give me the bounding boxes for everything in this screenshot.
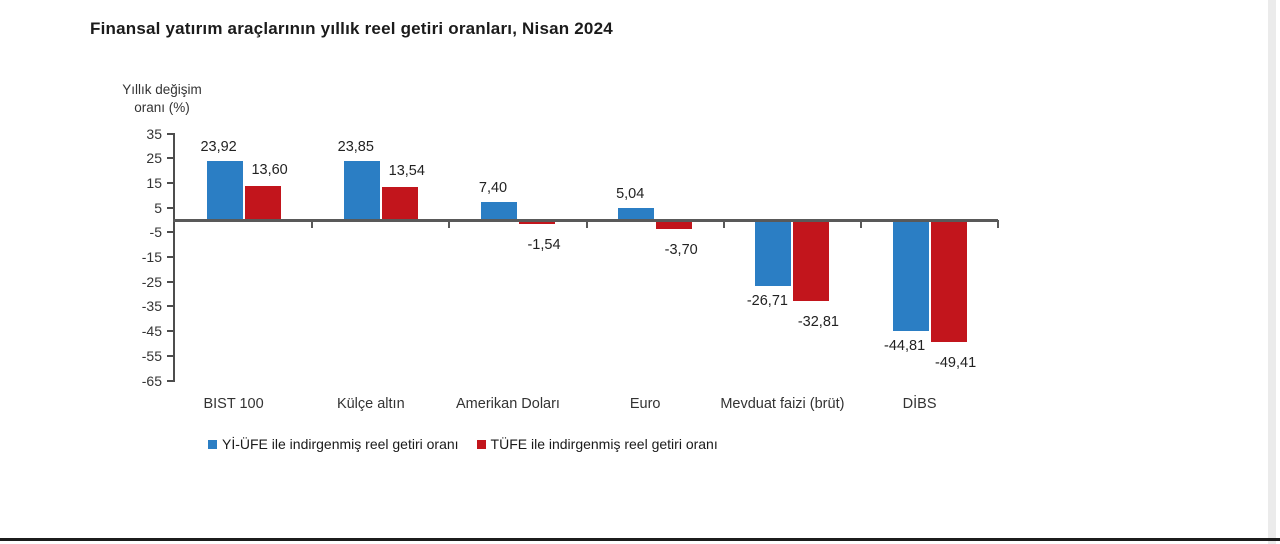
y-axis-tick: [167, 354, 175, 357]
right-edge-border: [1268, 0, 1276, 544]
zero-line: [173, 218, 999, 222]
x-axis-category-label: Euro: [629, 396, 661, 412]
bar-tufe-3: [519, 220, 555, 224]
y-axis-tick-label: 15: [146, 174, 162, 191]
bar-yiufe-3: [481, 201, 517, 220]
legend: Yİ-ÜFE ile indirgenmiş reel getiri oranı…: [208, 436, 718, 452]
x-axis-tick: [585, 220, 588, 228]
y-axis-title-line2: oranı (%): [134, 100, 190, 115]
bar-value-label: 23,92: [200, 138, 237, 155]
legend-item-yiufe: Yİ-ÜFE ile indirgenmiş reel getiri oranı: [208, 436, 459, 452]
bar-value-label: -44,81: [884, 337, 926, 354]
y-axis-tick-label: 5: [154, 199, 162, 216]
bar-value-label: 23,85: [337, 139, 374, 156]
y-axis-tick: [167, 379, 175, 382]
y-axis-tick: [167, 206, 175, 209]
bar-tufe-1: [244, 186, 281, 220]
x-axis-tick: [448, 220, 451, 228]
bar-tufe-4: [656, 220, 693, 230]
y-axis-tick-label: -35: [141, 298, 162, 315]
bar-yiufe-4: [618, 207, 655, 220]
bar-tufe-6: [930, 220, 967, 343]
x-axis-category-label: Külçe altın: [336, 396, 405, 412]
legend-marker-icon: [476, 439, 486, 449]
bar-value-label: 13,60: [251, 162, 288, 179]
legend-label: Yİ-ÜFE ile indirgenmiş reel getiri oranı: [222, 436, 459, 452]
legend-marker-icon: [208, 439, 217, 449]
y-axis-tick-label: 25: [146, 150, 162, 167]
x-axis-tick: [722, 220, 725, 228]
y-axis-tick: [167, 280, 175, 283]
bar-yiufe-6: [892, 220, 929, 331]
bar-value-label: -26,71: [746, 292, 788, 309]
bar-value-label: 7,40: [478, 179, 508, 196]
bar-value-label: 5,04: [616, 185, 645, 202]
y-axis-tick-label: -15: [141, 249, 162, 266]
bar-value-label: -49,41: [935, 355, 977, 372]
y-axis-tick-label: 35: [146, 125, 162, 142]
bar-yiufe-2: [343, 161, 380, 220]
x-axis-tick: [860, 220, 862, 228]
y-axis-tick: [167, 181, 175, 184]
legend-label: TÜFE ile indirgenmiş reel getiri oranı: [490, 436, 718, 452]
y-axis-tick: [167, 157, 175, 160]
x-axis-category-label: Mevduat faizi (brüt): [720, 396, 845, 412]
bar-value-label: -32,81: [797, 314, 839, 331]
y-axis-tick: [167, 231, 175, 234]
bar-value-label: 13,54: [388, 162, 425, 179]
y-axis-tick: [167, 132, 175, 135]
bar-tufe-2: [381, 186, 418, 220]
y-axis-tick-label: -45: [141, 323, 162, 340]
x-axis-category-label: DİBS: [902, 396, 937, 412]
y-axis-tick-label: -65: [141, 372, 162, 389]
legend-item-tufe: TÜFE ile indirgenmiş reel getiri oranı: [476, 436, 718, 452]
y-axis-title-line1: Yıllık değişim: [122, 82, 202, 97]
bar-value-label: -3,70: [664, 242, 698, 259]
y-axis: [173, 133, 175, 381]
chart-title: Finansal yatırım araçlarının yıllık reel…: [90, 19, 613, 38]
x-axis-tick: [997, 220, 1000, 228]
x-axis-category-label: BIST 100: [203, 396, 264, 412]
y-axis-tick: [167, 256, 175, 259]
y-axis-tick-label: -5: [149, 224, 162, 241]
x-axis-tick: [311, 220, 314, 228]
bar-tufe-5: [793, 220, 830, 302]
y-axis-tick-label: -25: [141, 273, 162, 290]
bar-value-label: -1,54: [527, 236, 561, 253]
bar-yiufe-1: [206, 160, 243, 220]
bar-yiufe-5: [755, 220, 792, 286]
y-axis-title: Yıllık değişim oranı (%): [112, 81, 212, 117]
y-axis-tick: [167, 330, 175, 333]
y-axis-tick-label: -55: [141, 347, 162, 364]
y-axis-tick: [167, 305, 175, 308]
bottom-border: [0, 538, 1280, 541]
x-axis-category-label: Amerikan Doları: [456, 396, 560, 412]
